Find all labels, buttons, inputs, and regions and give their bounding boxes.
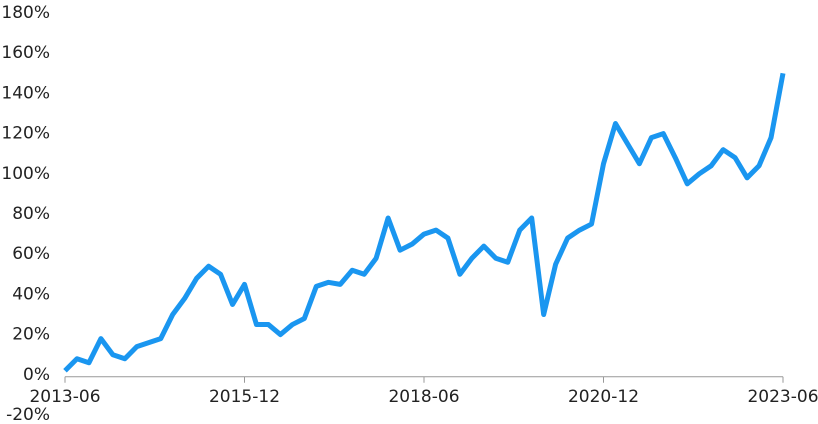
y-tick-label: 20% (12, 325, 50, 345)
y-tick-label: -20% (6, 405, 50, 424)
y-tick-label: 100% (1, 164, 50, 184)
y-tick-label: 180% (1, 3, 50, 23)
y-tick-label: 160% (1, 43, 50, 63)
x-tick-label: 2013-06 (29, 387, 100, 407)
line (63, 72, 786, 373)
x-tick-label: 2023-06 (747, 387, 818, 407)
x-tick-label: 2018-06 (388, 387, 459, 407)
x-tick-label: 2015-12 (209, 387, 280, 407)
y-tick-label: 40% (12, 284, 50, 304)
y-tick-label: 60% (12, 244, 50, 264)
y-tick-label: 140% (1, 83, 50, 103)
y-tick-label: 0% (23, 365, 50, 385)
x-tick-label: 2020-12 (568, 387, 639, 407)
y-tick-label: 80% (12, 204, 50, 224)
y-tick-label: 120% (1, 124, 50, 144)
